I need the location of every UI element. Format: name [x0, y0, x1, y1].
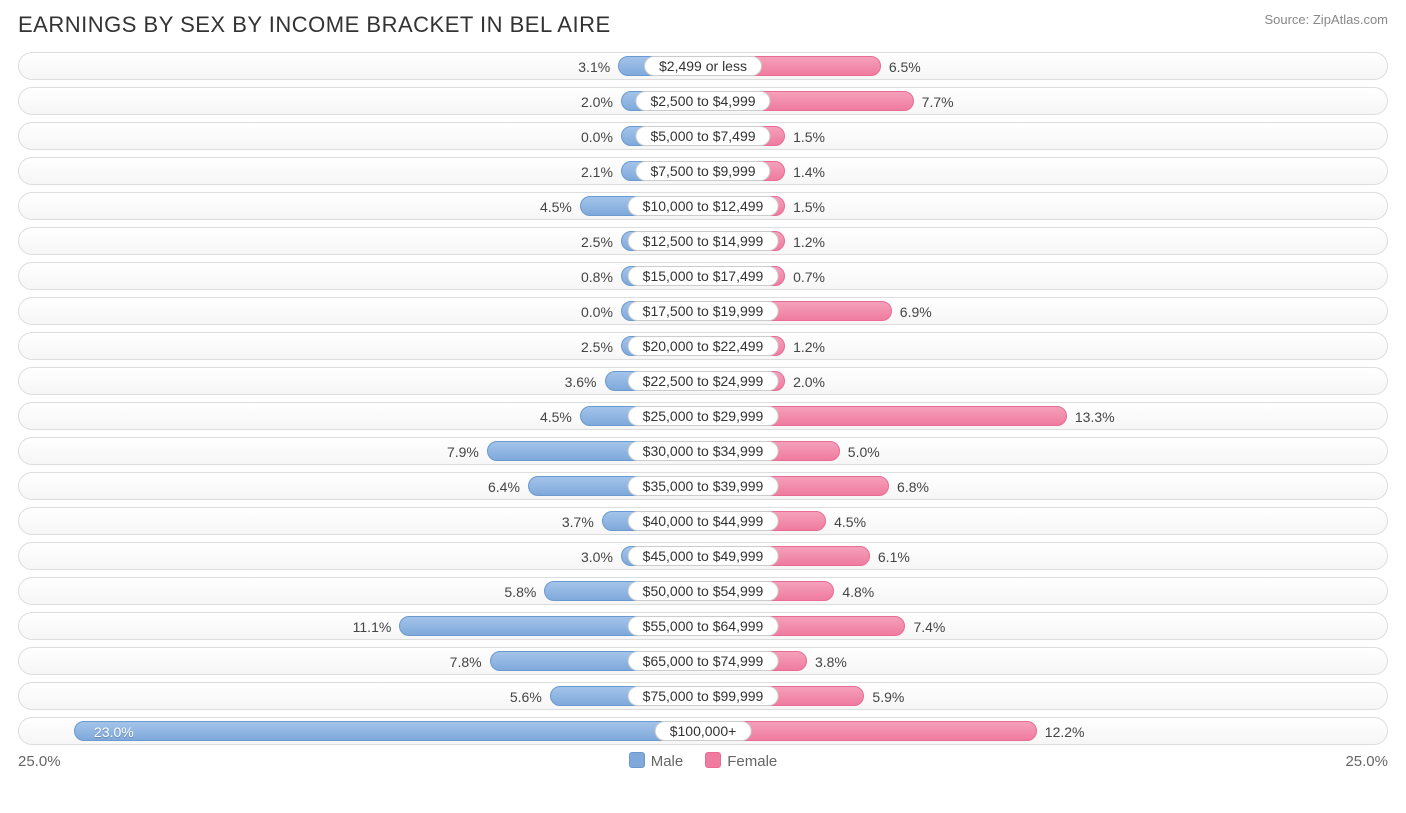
legend-male: Male — [629, 752, 684, 770]
male-percent: 3.0% — [581, 543, 613, 571]
chart-row: 2.1% 1.4% $7,500 to $9,999 — [18, 157, 1388, 185]
chart-row: 2.0% 7.7% $2,500 to $4,999 — [18, 87, 1388, 115]
female-percent: 1.5% — [793, 193, 825, 221]
female-swatch-icon — [705, 752, 721, 768]
chart-row: 0.0% 1.5% $5,000 to $7,499 — [18, 122, 1388, 150]
female-percent: 0.7% — [793, 263, 825, 291]
female-percent: 7.7% — [922, 88, 954, 116]
female-percent: 7.4% — [913, 613, 945, 641]
male-percent: 2.5% — [581, 228, 613, 256]
chart-row: 0.0% 6.9% $17,500 to $19,999 — [18, 297, 1388, 325]
chart-row: 0.8% 0.7% $15,000 to $17,499 — [18, 262, 1388, 290]
category-label: $22,500 to $24,999 — [628, 371, 779, 391]
chart-row: 2.5% 1.2% $20,000 to $22,499 — [18, 332, 1388, 360]
male-percent: 4.5% — [540, 403, 572, 431]
male-percent: 3.6% — [565, 368, 597, 396]
category-label: $100,000+ — [655, 721, 752, 741]
axis-right-max: 25.0% — [1345, 753, 1388, 770]
male-percent: 23.0% — [94, 718, 134, 746]
category-label: $2,500 to $4,999 — [635, 91, 770, 111]
chart-row: 11.1% 7.4% $55,000 to $64,999 — [18, 612, 1388, 640]
category-label: $50,000 to $54,999 — [628, 581, 779, 601]
legend: Male Female — [629, 752, 778, 770]
male-percent: 0.8% — [581, 263, 613, 291]
male-percent: 0.0% — [581, 298, 613, 326]
category-label: $12,500 to $14,999 — [628, 231, 779, 251]
male-percent: 5.8% — [504, 578, 536, 606]
male-percent: 7.9% — [447, 438, 479, 466]
female-percent: 2.0% — [793, 368, 825, 396]
header: EARNINGS BY SEX BY INCOME BRACKET IN BEL… — [18, 12, 1388, 38]
legend-female: Female — [705, 752, 777, 770]
diverging-bar-chart: 3.1% 6.5% $2,499 or less 2.0% 7.7% $2,500 to … — [18, 52, 1388, 745]
category-label: $2,499 or less — [644, 56, 762, 76]
chart-row: 6.4% 6.8% $35,000 to $39,999 — [18, 472, 1388, 500]
category-label: $45,000 to $49,999 — [628, 546, 779, 566]
chart-row: 23.0% 12.2% $100,000+ — [18, 717, 1388, 745]
legend-female-label: Female — [727, 753, 777, 770]
male-percent: 2.1% — [581, 158, 613, 186]
male-percent: 3.1% — [578, 53, 610, 81]
male-percent: 4.5% — [540, 193, 572, 221]
female-percent: 1.4% — [793, 158, 825, 186]
female-percent: 6.5% — [889, 53, 921, 81]
chart-row: 3.0% 6.1% $45,000 to $49,999 — [18, 542, 1388, 570]
female-percent: 4.5% — [834, 508, 866, 536]
female-percent: 5.0% — [848, 438, 880, 466]
category-label: $10,000 to $12,499 — [628, 196, 779, 216]
category-label: $30,000 to $34,999 — [628, 441, 779, 461]
chart-row: 3.1% 6.5% $2,499 or less — [18, 52, 1388, 80]
male-percent: 7.8% — [450, 648, 482, 676]
category-label: $5,000 to $7,499 — [635, 126, 770, 146]
category-label: $75,000 to $99,999 — [628, 686, 779, 706]
chart-row: 3.7% 4.5% $40,000 to $44,999 — [18, 507, 1388, 535]
chart-row: 2.5% 1.2% $12,500 to $14,999 — [18, 227, 1388, 255]
legend-male-label: Male — [651, 753, 684, 770]
chart-row: 5.8% 4.8% $50,000 to $54,999 — [18, 577, 1388, 605]
chart-row: 7.8% 3.8% $65,000 to $74,999 — [18, 647, 1388, 675]
female-percent: 1.2% — [793, 333, 825, 361]
chart-row: 5.6% 5.9% $75,000 to $99,999 — [18, 682, 1388, 710]
chart-row: 4.5% 1.5% $10,000 to $12,499 — [18, 192, 1388, 220]
female-percent: 5.9% — [872, 683, 904, 711]
female-bar — [703, 721, 1037, 741]
category-label: $65,000 to $74,999 — [628, 651, 779, 671]
female-percent: 12.2% — [1045, 718, 1085, 746]
female-percent: 6.9% — [900, 298, 932, 326]
female-percent: 1.2% — [793, 228, 825, 256]
category-label: $20,000 to $22,499 — [628, 336, 779, 356]
male-swatch-icon — [629, 752, 645, 768]
axis-left-max: 25.0% — [18, 753, 61, 770]
female-percent: 4.8% — [842, 578, 874, 606]
category-label: $7,500 to $9,999 — [635, 161, 770, 181]
male-percent: 11.1% — [353, 613, 392, 641]
category-label: $35,000 to $39,999 — [628, 476, 779, 496]
chart-row: 7.9% 5.0% $30,000 to $34,999 — [18, 437, 1388, 465]
male-percent: 0.0% — [581, 123, 613, 151]
source-label: Source: ZipAtlas.com — [1264, 12, 1388, 27]
male-percent: 6.4% — [488, 473, 520, 501]
male-percent: 2.5% — [581, 333, 613, 361]
category-label: $15,000 to $17,499 — [628, 266, 779, 286]
male-bar — [74, 721, 703, 741]
male-percent: 5.6% — [510, 683, 542, 711]
female-percent: 6.1% — [878, 543, 910, 571]
male-percent: 2.0% — [581, 88, 613, 116]
category-label: $17,500 to $19,999 — [628, 301, 779, 321]
category-label: $40,000 to $44,999 — [628, 511, 779, 531]
category-label: $55,000 to $64,999 — [628, 616, 779, 636]
female-percent: 3.8% — [815, 648, 847, 676]
chart-footer: 25.0% Male Female 25.0% — [18, 752, 1388, 770]
female-percent: 6.8% — [897, 473, 929, 501]
chart-title: EARNINGS BY SEX BY INCOME BRACKET IN BEL… — [18, 12, 611, 38]
female-percent: 1.5% — [793, 123, 825, 151]
chart-row: 4.5% 13.3% $25,000 to $29,999 — [18, 402, 1388, 430]
category-label: $25,000 to $29,999 — [628, 406, 779, 426]
chart-row: 3.6% 2.0% $22,500 to $24,999 — [18, 367, 1388, 395]
male-percent: 3.7% — [562, 508, 594, 536]
female-percent: 13.3% — [1075, 403, 1115, 431]
